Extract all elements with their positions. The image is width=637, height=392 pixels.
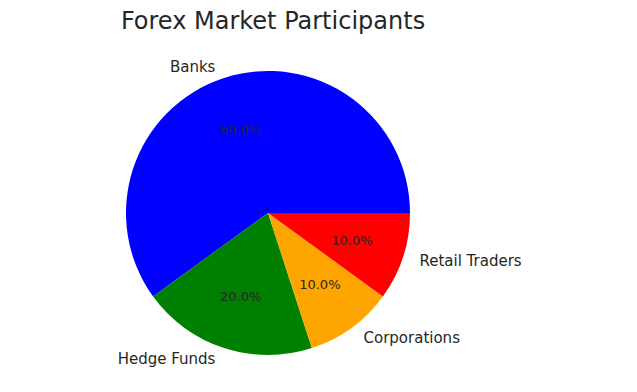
- svg-text:10.0%: 10.0%: [331, 233, 372, 248]
- svg-text:Banks: Banks: [170, 58, 216, 76]
- svg-text:Retail Traders: Retail Traders: [419, 252, 521, 270]
- svg-text:20.0%: 20.0%: [220, 289, 261, 304]
- svg-text:Hedge Funds: Hedge Funds: [118, 350, 216, 368]
- svg-text:Corporations: Corporations: [364, 329, 461, 347]
- svg-text:60.0%: 60.0%: [220, 122, 261, 137]
- svg-text:10.0%: 10.0%: [299, 277, 340, 292]
- svg-text:Forex Market Participants: Forex Market Participants: [121, 7, 425, 35]
